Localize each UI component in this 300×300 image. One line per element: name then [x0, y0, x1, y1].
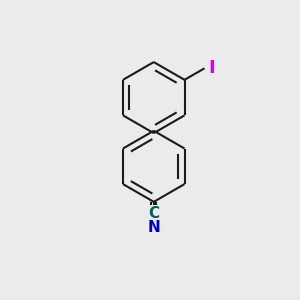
Text: I: I	[208, 59, 215, 77]
Text: N: N	[147, 220, 160, 236]
Text: C: C	[148, 206, 159, 221]
